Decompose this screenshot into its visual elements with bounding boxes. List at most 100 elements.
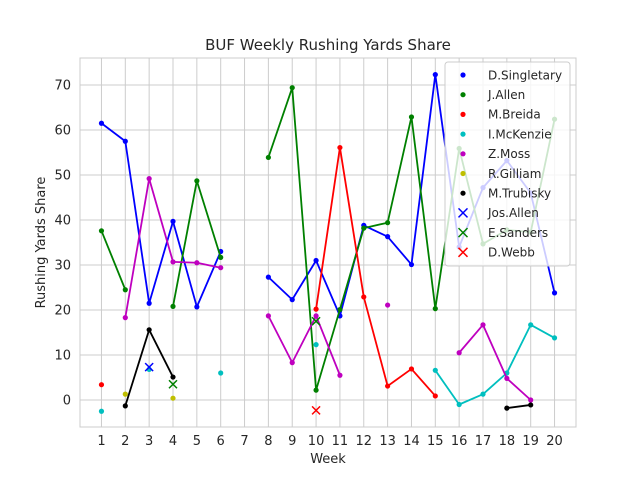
legend-marker xyxy=(460,170,466,177)
point-j-allen xyxy=(289,85,295,91)
point-m-breida xyxy=(432,393,438,399)
legend-item-e-sanders: E.Sanders xyxy=(457,226,548,240)
plot-area xyxy=(79,57,577,428)
legend-marker xyxy=(460,131,466,137)
point-j-allen xyxy=(98,228,105,234)
legend-label: D.Singletary xyxy=(488,68,562,82)
y-tick-label: 60 xyxy=(54,124,71,139)
point-z-moss xyxy=(313,313,319,319)
x-tick-label: 15 xyxy=(427,434,444,449)
point-z-moss xyxy=(456,350,462,356)
series-i-mckenzie xyxy=(98,322,558,414)
x-tick-label: 17 xyxy=(475,434,492,449)
point-d-singletary xyxy=(146,300,152,306)
x-tick-label: 3 xyxy=(145,434,153,449)
legend-marker xyxy=(457,207,469,218)
chart-title: BUF Weekly Rushing Yards Share xyxy=(205,36,451,54)
legend-item-j-allen: J.Allen xyxy=(460,88,525,102)
legend-label: Z.Moss xyxy=(488,147,530,161)
point-j-allen xyxy=(337,306,343,313)
legend-label: M.Breida xyxy=(488,108,541,122)
point-d-singletary xyxy=(122,138,128,144)
point-j-allen xyxy=(313,387,319,393)
point-m-trubisky xyxy=(170,374,176,380)
point-i-mckenzie xyxy=(551,335,558,341)
point-m-breida xyxy=(98,382,105,388)
x-tick-label: 19 xyxy=(522,434,539,449)
x-tick-label: 8 xyxy=(264,434,272,449)
point-j-allen xyxy=(265,154,271,161)
x-tick-label: 6 xyxy=(217,434,225,449)
point-i-mckenzie xyxy=(432,367,438,373)
x-tick-label: 16 xyxy=(451,434,468,449)
legend-marker xyxy=(460,190,466,196)
legend-marker xyxy=(460,151,466,157)
series-d-webb xyxy=(311,405,321,415)
x-tick-label: 11 xyxy=(332,434,349,449)
point-d-singletary xyxy=(170,218,176,224)
x-tick-label: 10 xyxy=(308,434,325,449)
point-i-mckenzie xyxy=(480,391,486,397)
y-tick-label: 10 xyxy=(54,349,71,364)
point-d-singletary xyxy=(194,304,200,310)
point-r-gilliam xyxy=(170,395,176,401)
y-tick-label: 30 xyxy=(54,259,71,274)
x-tick-label: 20 xyxy=(546,434,563,449)
point-d-singletary xyxy=(408,261,415,268)
point-z-moss xyxy=(146,176,152,182)
x-tick-label: 7 xyxy=(240,434,248,449)
legend-marker xyxy=(460,111,466,117)
y-axis-label: Rushing Yards Share xyxy=(34,177,49,309)
point-m-trubisky xyxy=(528,402,534,408)
series-line-d-singletary xyxy=(100,122,222,308)
series-m-trubisky xyxy=(122,327,534,411)
y-tick-label: 70 xyxy=(54,79,71,94)
point-z-moss xyxy=(122,315,128,321)
point-d-singletary xyxy=(551,290,558,296)
legend-item-d-singletary: D.Singletary xyxy=(460,68,562,82)
point-i-mckenzie xyxy=(456,401,462,408)
point-d-singletary xyxy=(98,120,105,126)
point-j-allen xyxy=(122,287,128,293)
point-i-mckenzie xyxy=(98,408,105,414)
point-m-breida xyxy=(337,144,343,151)
legend-label: J.Allen xyxy=(487,88,525,102)
legend-label: D.Webb xyxy=(488,246,535,260)
series-line-m-breida xyxy=(315,146,436,397)
legend-item-r-gilliam: R.Gilliam xyxy=(460,167,541,181)
y-tick-label: 20 xyxy=(54,304,71,319)
legend-item-jos-allen: Jos.Allen xyxy=(457,206,539,220)
point-e-sanders xyxy=(311,316,321,326)
series-line-i-mckenzie xyxy=(434,323,555,406)
legend-marker xyxy=(460,72,466,78)
point-m-breida xyxy=(408,366,415,372)
legend-marker xyxy=(457,247,469,258)
legend-label: I.McKenzie xyxy=(488,127,552,141)
point-m-trubisky xyxy=(146,327,152,333)
series-line-j-allen xyxy=(100,230,127,291)
series-r-gilliam xyxy=(122,391,176,401)
x-tick-label: 12 xyxy=(355,434,372,449)
point-j-allen xyxy=(170,303,176,309)
x-tick-label: 13 xyxy=(379,434,396,449)
point-z-moss xyxy=(504,375,510,381)
legend-label: Jos.Allen xyxy=(487,206,539,220)
point-d-singletary xyxy=(289,297,295,303)
series-line-m-trubisky xyxy=(506,404,531,409)
legend-box xyxy=(444,61,571,267)
point-d-singletary xyxy=(313,257,319,264)
series-jos-allen xyxy=(144,362,154,372)
point-d-webb xyxy=(311,405,321,415)
point-j-allen xyxy=(194,178,200,184)
y-tick-label: 50 xyxy=(54,169,71,184)
point-i-mckenzie xyxy=(313,342,319,348)
legend-item-m-breida: M.Breida xyxy=(460,108,541,122)
legend-marker xyxy=(457,227,469,238)
point-z-moss xyxy=(385,302,391,308)
x-tick-label: 4 xyxy=(169,434,177,449)
point-m-trubisky xyxy=(122,403,128,409)
legend-item-z-moss: Z.Moss xyxy=(460,147,530,161)
x-tick-label: 14 xyxy=(403,434,420,449)
legend-item-d-webb: D.Webb xyxy=(457,246,535,260)
